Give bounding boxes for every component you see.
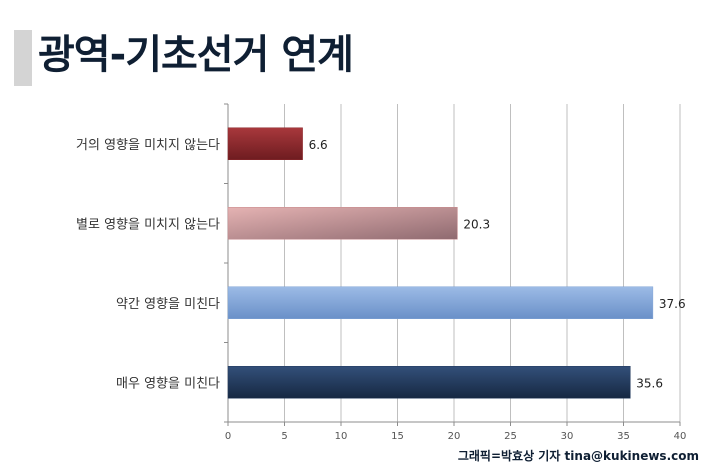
x-tick-label: 10 [335,431,348,442]
category-label: 거의 영향을 미치지 않는다 [76,138,220,153]
page-title: 광역-기초선거 연계 [38,32,354,78]
bar [227,127,303,160]
title-accent-bar [14,30,32,86]
x-tick-label: 15 [391,431,404,442]
category-label: 별로 영향을 미치지 않는다 [76,217,220,232]
graphic-credit: 그래픽=박효상 기자 tina@kukinews.com [457,449,699,463]
bar-layer [227,127,654,399]
x-tick-label: 35 [617,431,630,442]
value-label: 35.6 [636,376,663,390]
x-tick-label: 20 [448,431,461,442]
bar [227,207,458,240]
category-label: 약간 영향을 미친다 [116,297,220,312]
x-tick-label: 30 [561,431,574,442]
x-tick-label: 25 [504,431,517,442]
value-label: 20.3 [463,217,490,231]
x-tick-label: 0 [225,431,231,442]
value-label: 37.6 [659,297,686,311]
bar [227,366,631,399]
category-label: 매우 영향을 미친다 [116,376,220,391]
x-tick-label: 40 [674,431,687,442]
bar [227,286,654,319]
x-tick-label: 5 [281,431,287,442]
value-label: 6.6 [309,138,328,152]
label-layer: 0 5 10 15 20 25 30 35 40 거의 영향을 미치지 않는다 6.6 별로 영향을 … [76,138,686,442]
